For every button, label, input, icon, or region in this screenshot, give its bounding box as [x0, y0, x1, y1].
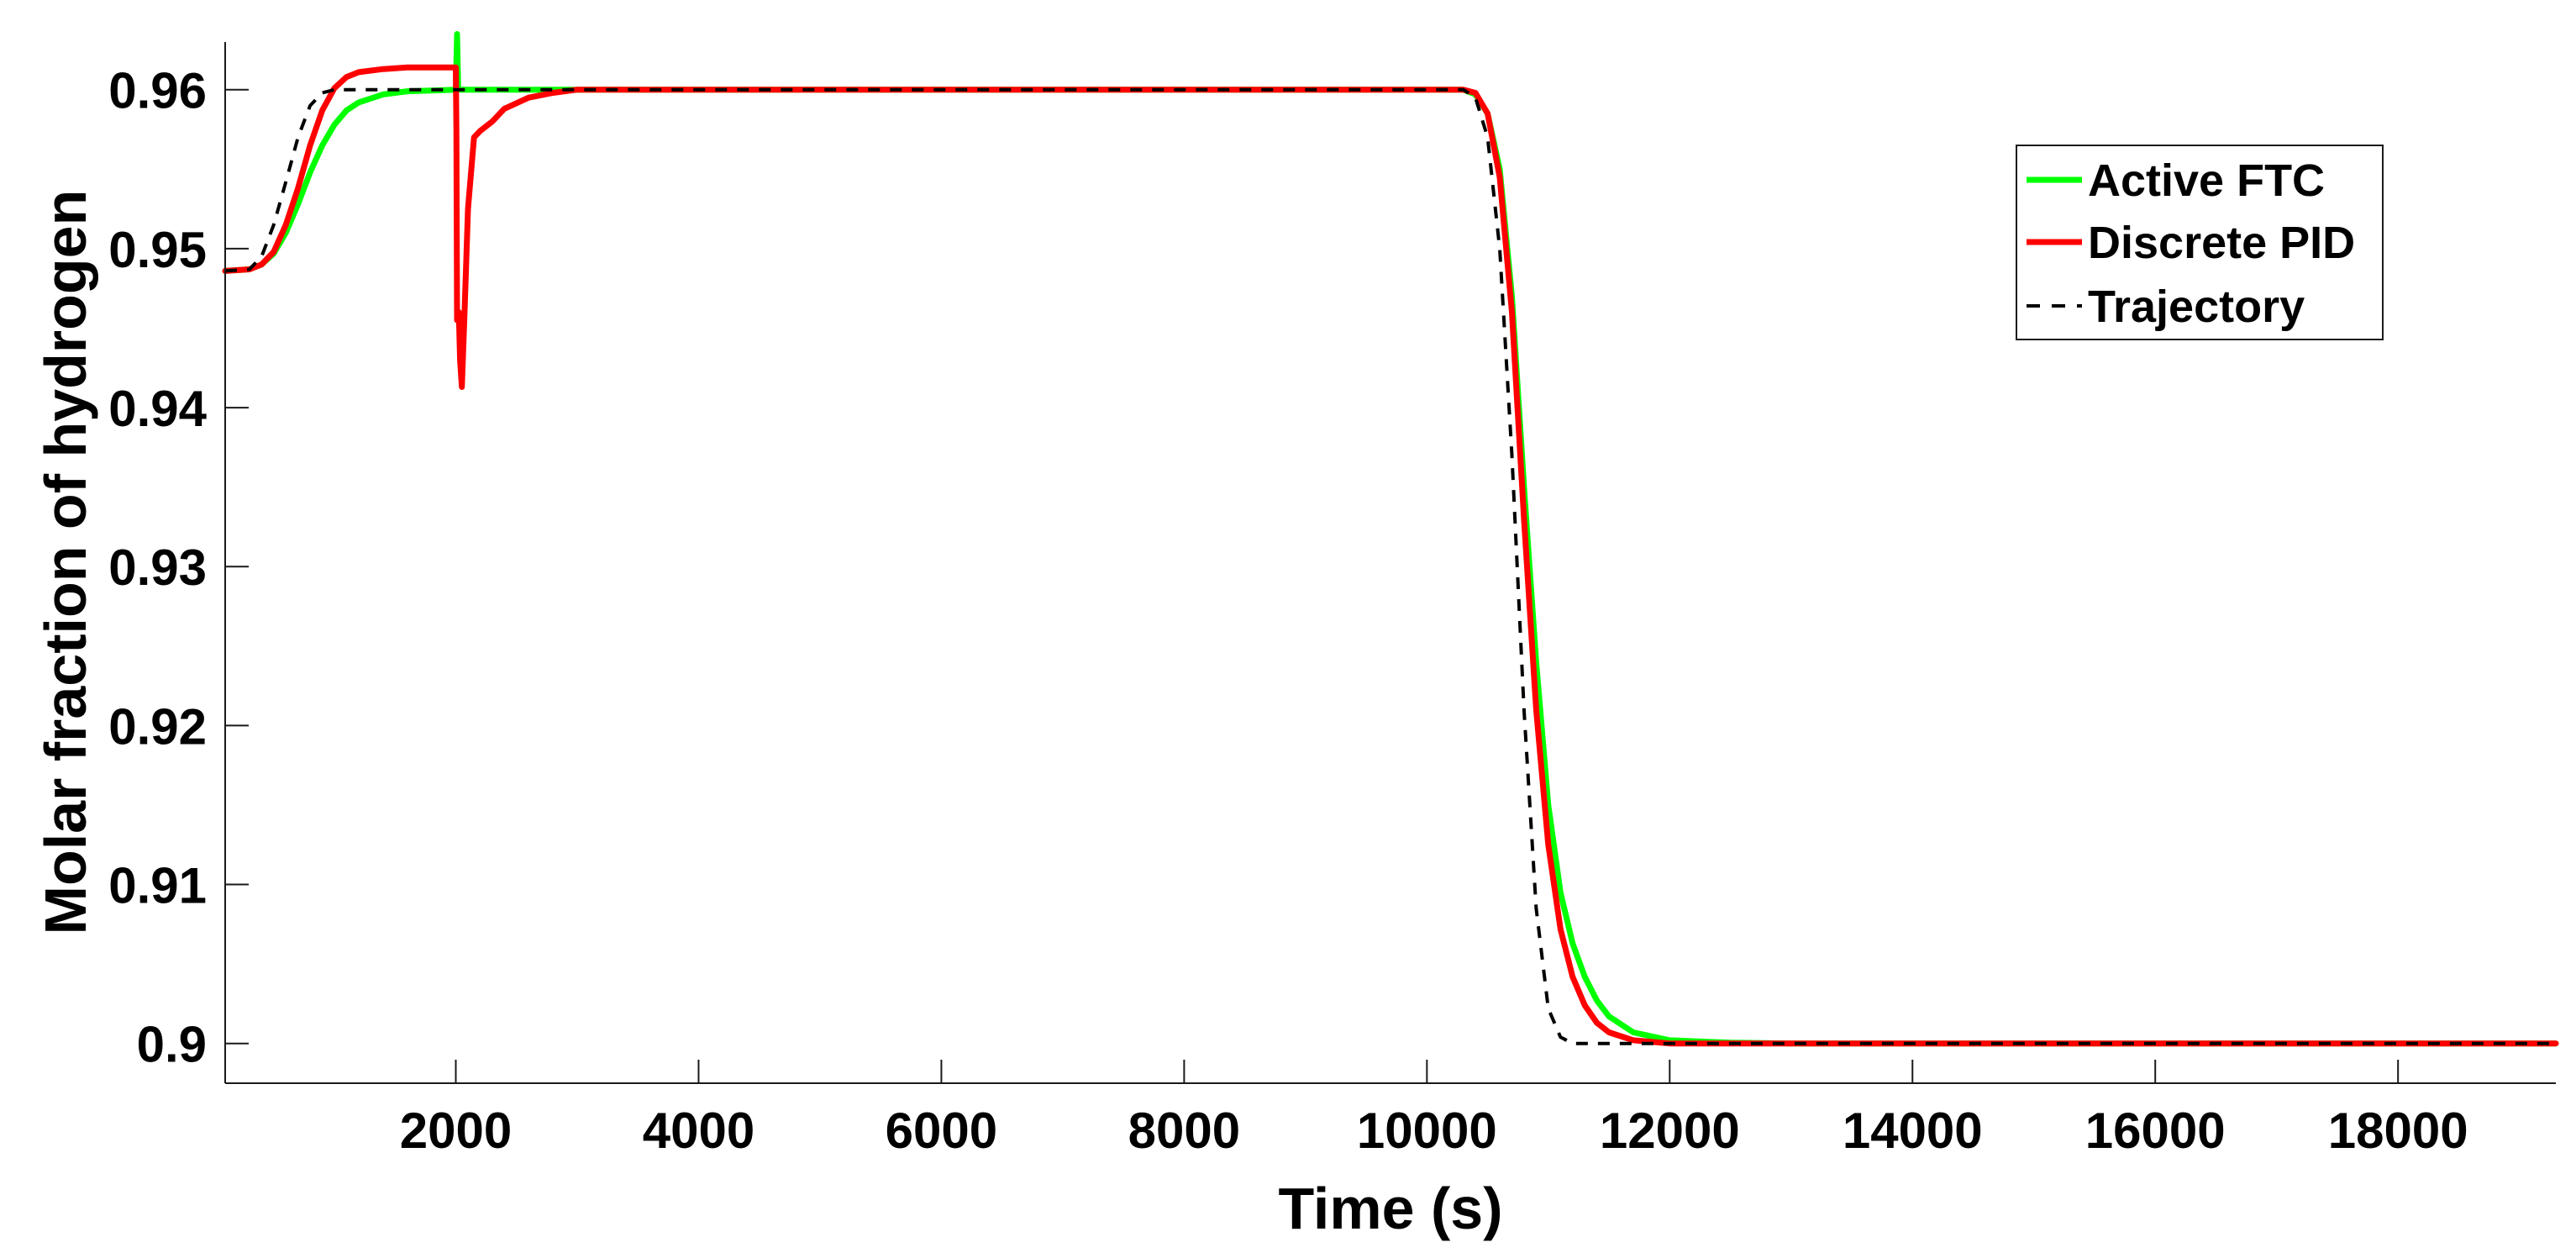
series-line-trajectory	[224, 87, 2556, 1045]
y-tick-label: 0.95	[108, 222, 207, 278]
series-layer	[222, 31, 2559, 1047]
y-tick-label: 0.96	[108, 63, 207, 119]
series-line-discrete-pid	[222, 64, 2559, 1047]
ticks: 2000 4000 6000 8000 10000 12000 14000 16000 1800…	[108, 63, 2468, 1159]
legend-label-discrete-pid: Discrete PID	[2088, 218, 2355, 268]
axes	[224, 42, 2556, 1084]
y-tick-label: 0.93	[108, 540, 207, 596]
x-tick-label: 8000	[1128, 1103, 1240, 1159]
x-tick-label: 14000	[1843, 1103, 1983, 1159]
x-axis-title: Time (s)	[1278, 1176, 1502, 1241]
legend-label-active-ftc: Active FTC	[2088, 155, 2325, 206]
x-tick-label: 6000	[886, 1103, 997, 1159]
x-tick-label: 12000	[1600, 1103, 1740, 1159]
y-axis-title: Molar fraction of hydrogen	[33, 190, 98, 935]
legend: Active FTC Discrete PID Trajectory	[2016, 145, 2384, 340]
y-tick-label: 0.91	[108, 858, 207, 914]
y-tick-label: 0.92	[108, 698, 207, 755]
x-tick-label: 10000	[1357, 1103, 1497, 1159]
x-tick-label: 16000	[2085, 1103, 2226, 1159]
y-tick-label: 0.94	[108, 381, 207, 437]
x-tick-label: 2000	[400, 1103, 512, 1159]
y-tick-label: 0.9	[137, 1017, 207, 1073]
x-tick-label: 18000	[2328, 1103, 2468, 1159]
x-tick-label: 4000	[643, 1103, 754, 1159]
legend-label-trajectory: Trajectory	[2088, 282, 2305, 332]
